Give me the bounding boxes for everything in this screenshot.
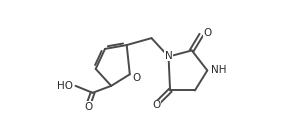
Text: O: O bbox=[152, 100, 160, 110]
Text: O: O bbox=[85, 102, 93, 112]
Text: O: O bbox=[132, 73, 140, 83]
Text: N: N bbox=[165, 51, 172, 61]
Text: HO: HO bbox=[57, 81, 73, 91]
Text: NH: NH bbox=[211, 65, 227, 75]
Text: O: O bbox=[203, 29, 212, 39]
